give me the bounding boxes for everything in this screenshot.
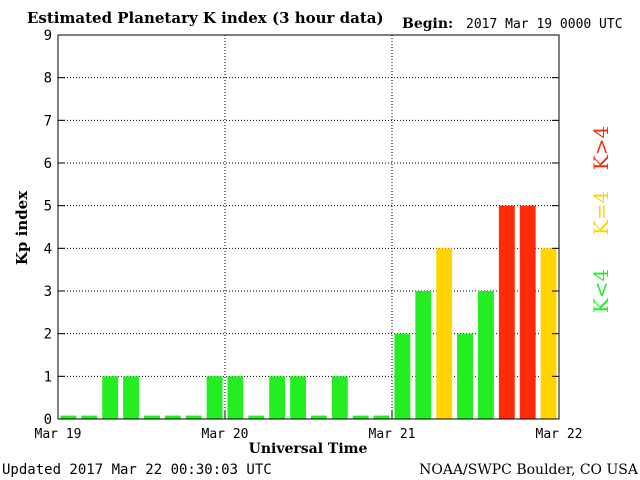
kp-bar [311,415,327,419]
x-tick-label: Mar 20 [202,427,249,442]
y-tick-label: 6 [44,156,52,172]
plot-area: 0 1 2 3 4 5 6 7 8 9 Mar 19 Mar 20 Mar 21 Mar 22 [35,28,583,442]
kp-bar [519,205,536,419]
kp-bar [185,415,202,419]
legend-low: K<4 [589,269,613,313]
y-tick-label: 4 [44,241,52,257]
kp-bar [394,333,411,419]
kp-bar [206,376,223,419]
x-tick-label: Mar 22 [536,427,583,442]
kp-bar [227,376,244,419]
kp-bar [102,376,119,419]
chart-title: Estimated Planetary K index (3 hour data… [27,9,384,27]
kp-bar [248,415,265,419]
kp-bar [269,376,286,419]
kp-bar [290,376,306,419]
y-axis-label: Kp index [13,190,31,265]
y-tick-label: 1 [44,369,52,385]
kp-bar [60,415,77,419]
y-tick-label: 7 [44,113,52,129]
begin-label: Begin: [402,16,453,32]
kp-bar [373,415,390,419]
x-tick-label: Mar 21 [369,427,416,442]
kp-bar [457,333,473,419]
y-tick-label: 9 [44,28,52,44]
kp-bar [81,415,98,419]
kp-bar [478,291,494,419]
kp-bar [415,291,432,419]
y-tick-label: 8 [44,71,52,87]
y-tick-label: 2 [44,327,52,343]
kp-bar [436,248,453,419]
kp-bar [123,376,139,419]
kp-bar [144,415,160,419]
plot-frame [57,34,560,420]
y-tick-label: 0 [44,412,52,428]
kp-bar [164,415,181,419]
legend-mid: K=4 [589,191,613,235]
updated-timestamp: Updated 2017 Mar 22 00:30:03 UTC [2,462,272,478]
kp-bar [352,415,369,419]
kp-bar [331,376,348,419]
legend-high: K>4 [589,126,613,170]
y-tick-label: 5 [44,199,52,215]
y-tick-label: 3 [44,284,52,300]
data-source: NOAA/SWPC Boulder, CO USA [419,462,639,478]
x-tick-label: Mar 19 [35,427,82,442]
x-axis-label: Universal Time [249,441,368,457]
kp-bar [498,205,515,419]
begin-value: 2017 Mar 19 0000 UTC [466,17,623,32]
